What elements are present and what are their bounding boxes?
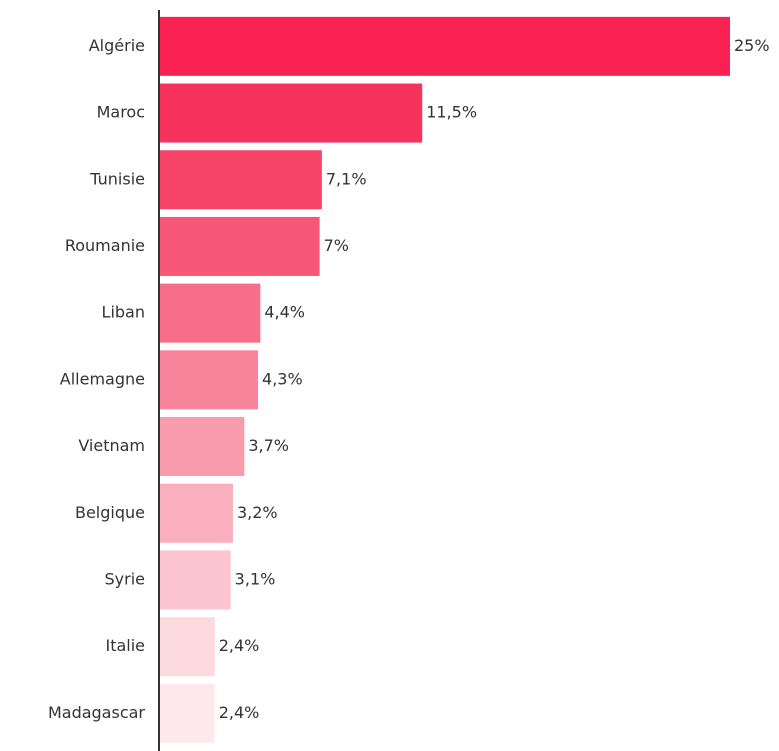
- category-label: Allemagne: [60, 369, 145, 388]
- bar: [160, 216, 320, 276]
- bar: [160, 417, 245, 477]
- category-label: Syrie: [105, 569, 146, 588]
- category-label: Algérie: [89, 36, 145, 55]
- category-label: Liban: [102, 303, 145, 322]
- value-label: 2,4%: [219, 703, 260, 722]
- category-label: Italie: [105, 636, 145, 655]
- bar: [160, 550, 231, 610]
- value-label: 11,5%: [426, 103, 477, 122]
- value-label: 4,4%: [264, 303, 305, 322]
- bar: [160, 83, 423, 143]
- category-label: Belgique: [75, 503, 145, 522]
- value-label: 7%: [324, 236, 349, 255]
- value-label: 3,7%: [248, 436, 289, 455]
- bar: [160, 16, 730, 76]
- category-label: Madagascar: [48, 703, 145, 722]
- category-label: Roumanie: [65, 236, 145, 255]
- category-label: Tunisie: [89, 169, 145, 188]
- value-label: 3,1%: [235, 569, 276, 588]
- bar: [160, 283, 261, 343]
- category-label: Vietnam: [78, 436, 145, 455]
- category-label: Maroc: [97, 103, 145, 122]
- value-label: 3,2%: [237, 503, 278, 522]
- bar: [160, 617, 215, 677]
- bar: [160, 683, 215, 743]
- bar: [160, 483, 233, 543]
- bar: [160, 150, 322, 210]
- value-label: 7,1%: [326, 169, 367, 188]
- bar: [160, 350, 259, 410]
- value-label: 4,3%: [262, 369, 303, 388]
- value-label: 25%: [734, 36, 770, 55]
- value-label: 2,4%: [219, 636, 260, 655]
